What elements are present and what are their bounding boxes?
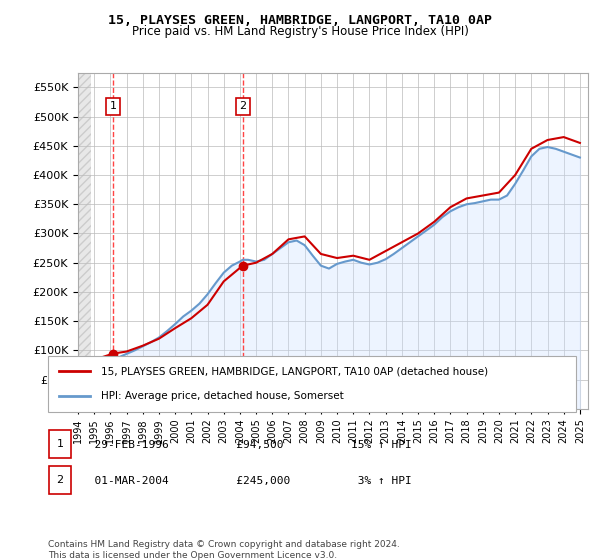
FancyBboxPatch shape xyxy=(49,466,71,494)
FancyBboxPatch shape xyxy=(48,356,576,412)
Text: Price paid vs. HM Land Registry's House Price Index (HPI): Price paid vs. HM Land Registry's House … xyxy=(131,25,469,38)
Text: 1: 1 xyxy=(110,101,116,111)
Text: 15, PLAYSES GREEN, HAMBRIDGE, LANGPORT, TA10 0AP: 15, PLAYSES GREEN, HAMBRIDGE, LANGPORT, … xyxy=(108,14,492,27)
Text: 29-FEB-1996          £94,500          15% ↑ HPI: 29-FEB-1996 £94,500 15% ↑ HPI xyxy=(81,440,412,450)
Text: 2: 2 xyxy=(239,101,246,111)
Bar xyxy=(78,73,91,409)
Text: Contains HM Land Registry data © Crown copyright and database right 2024.
This d: Contains HM Land Registry data © Crown c… xyxy=(48,540,400,560)
Text: 2: 2 xyxy=(56,475,64,485)
Text: 15, PLAYSES GREEN, HAMBRIDGE, LANGPORT, TA10 0AP (detached house): 15, PLAYSES GREEN, HAMBRIDGE, LANGPORT, … xyxy=(101,366,488,376)
Text: 1: 1 xyxy=(56,438,64,449)
Text: HPI: Average price, detached house, Somerset: HPI: Average price, detached house, Some… xyxy=(101,391,344,401)
FancyBboxPatch shape xyxy=(49,430,71,458)
Text: 01-MAR-2004          £245,000          3% ↑ HPI: 01-MAR-2004 £245,000 3% ↑ HPI xyxy=(81,476,412,486)
